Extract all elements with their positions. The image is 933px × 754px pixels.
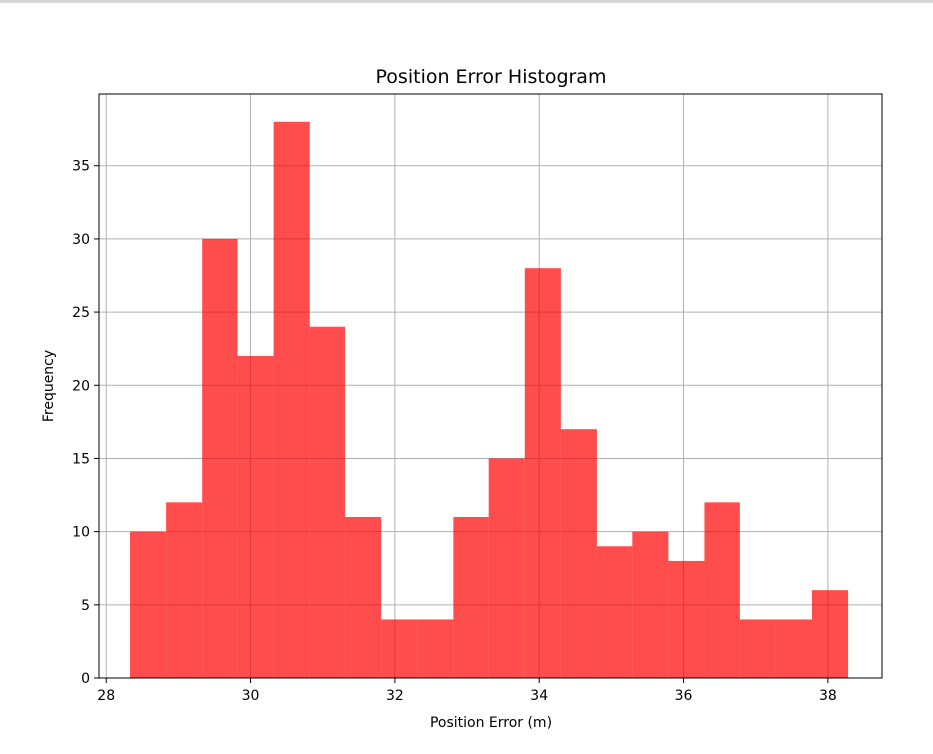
histogram-bar-15 [668, 560, 705, 678]
histogram-bar-11 [524, 268, 561, 678]
y-tick-label-6: 30 [72, 232, 90, 248]
histogram-bar-0 [130, 531, 167, 678]
y-tick-label-4: 20 [72, 378, 90, 394]
y-tick-label-7: 35 [72, 159, 90, 175]
histogram-bar-14 [632, 531, 669, 678]
histogram-bar-6 [345, 516, 382, 678]
plot-frame [98, 93, 883, 679]
y-tick-label-3: 15 [72, 451, 90, 467]
histogram-bar-13 [596, 546, 633, 678]
histogram-bar-1 [166, 502, 203, 678]
x-tick-label-1: 30 [242, 688, 260, 704]
x-tick-label-0: 28 [97, 688, 115, 704]
y-axis-label: Frequency [41, 350, 57, 422]
histogram-bar-9 [453, 516, 489, 678]
x-axis-ticks: 28 30 32 34 36 38 [97, 678, 837, 704]
histogram-bar-2 [202, 238, 238, 678]
histogram-bar-4 [273, 121, 310, 679]
histogram-bar-16 [704, 502, 740, 678]
chart-title: Position Error Histogram [376, 66, 607, 88]
histogram-bar-17 [739, 619, 776, 678]
y-tick-label-2: 10 [72, 525, 90, 541]
x-tick-label-5: 38 [819, 688, 837, 704]
x-axis-label: Position Error (m) [430, 715, 552, 731]
histogram-bar-5 [309, 326, 346, 678]
histogram-bar-19 [811, 590, 849, 678]
histogram-bar-7 [381, 619, 418, 678]
histogram-bar-18 [775, 619, 812, 678]
histogram-bar-3 [237, 355, 274, 678]
x-tick-label-2: 32 [386, 688, 404, 704]
y-tick-label-5: 25 [72, 305, 90, 321]
y-tick-label-1: 5 [81, 598, 90, 614]
histogram-bar-12 [560, 429, 597, 678]
top-border [0, 0, 933, 3]
histogram-bar-10 [488, 458, 525, 678]
bars [130, 121, 849, 679]
x-tick-label-4: 36 [675, 688, 693, 704]
y-axis-ticks: 0 5 10 15 20 25 30 35 [72, 159, 99, 687]
histogram-bar-8 [417, 619, 454, 678]
x-tick-label-3: 34 [530, 688, 548, 704]
y-tick-label-0: 0 [81, 671, 90, 687]
